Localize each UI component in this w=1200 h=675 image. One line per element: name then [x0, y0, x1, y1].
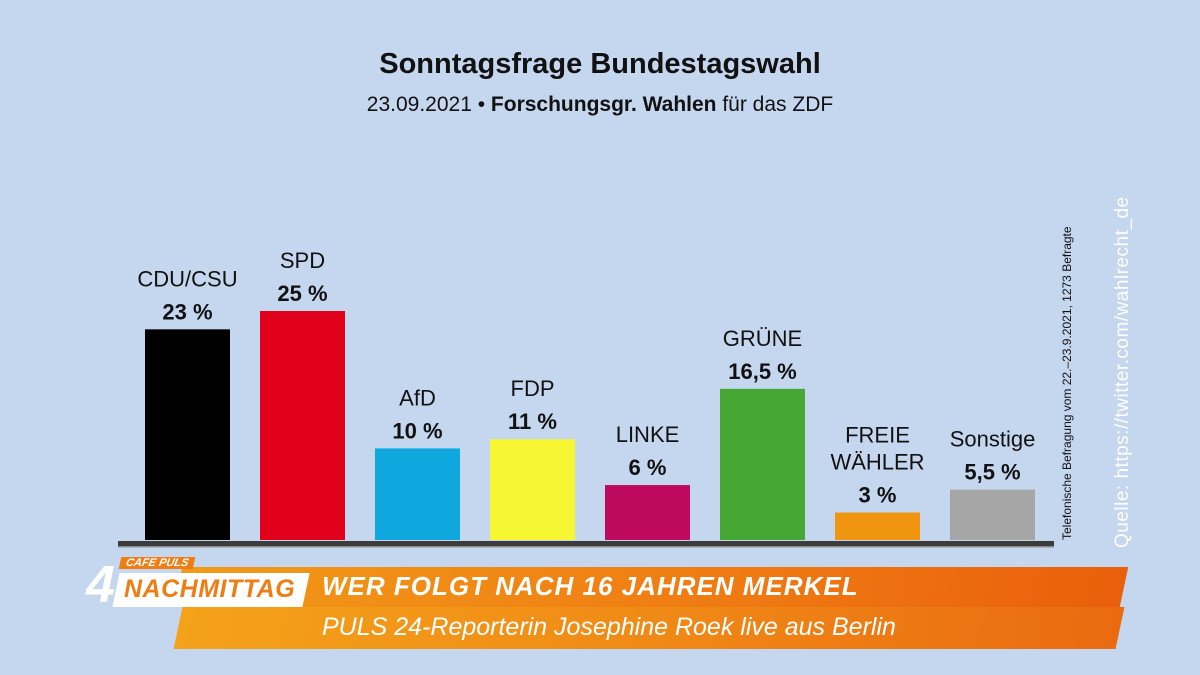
chart-subtitle: 23.09.2021 • Forschungsgr. Wahlen für da…: [0, 93, 1200, 117]
bars-group: [145, 311, 1035, 540]
value-label-sonstige: 5,5 %: [964, 460, 1020, 485]
category-label-sonstige: Sonstige: [950, 427, 1036, 452]
baseline: [118, 541, 1054, 546]
tv-banner: 4 CAFE PULS NACHMITTAG WER FOLGT NACH 16…: [0, 555, 1200, 675]
logo-number: 4: [86, 556, 115, 614]
bar-sonstige: [950, 489, 1035, 540]
chart-title: Sonntagsfrage Bundestagswahl: [379, 48, 821, 80]
category-label-spd: SPD: [280, 248, 325, 273]
value-label-cdu-csu: 23 %: [162, 299, 212, 324]
bar-fdp: [490, 439, 575, 540]
bar-linke: [605, 485, 690, 540]
bar-afd: [375, 448, 460, 540]
subtitle-date: 23.09.2021 •: [366, 93, 486, 116]
logo-main-label: NACHMITTAG: [124, 575, 296, 603]
banner-headline: WER FOLGT NACH 16 JAHREN MERKEL: [322, 571, 859, 601]
subtitle-institute: Forschungsgr. Wahlen: [490, 93, 717, 116]
value-label-afd: 10 %: [392, 418, 442, 443]
bar-spd: [260, 311, 345, 540]
labels-group: 23 % CDU/CSU 25 % SPD 10 % AfD 11 % FDP 6 % LINKE…: [137, 248, 1035, 508]
value-label-spd: 25 %: [277, 281, 327, 306]
survey-note: Telefonische Befragung vom 22.–23.9.2021…: [1060, 226, 1074, 540]
category-label-cdu-csu: CDU/CSU: [137, 266, 237, 291]
value-label-linke: 6 %: [629, 455, 667, 480]
bar-chart: 23 % CDU/CSU 25 % SPD 10 % AfD 11 % FDP 6 % LINKE…: [118, 248, 1054, 548]
category-label-afd: AfD: [399, 385, 436, 410]
baseline-highlight: [118, 546, 1054, 548]
category-label-freie-w-hler-2: WÄHLER: [830, 450, 924, 475]
source-link[interactable]: Quelle: https://twitter.com/wahlrecht_de: [1112, 196, 1133, 548]
banner-subline: PULS 24-Reporterin Josephine Roek live a…: [322, 613, 896, 641]
subtitle-suffix: für das ZDF: [722, 93, 834, 116]
value-label-freie-w-hler: 3 %: [859, 483, 897, 508]
logo-small-label: CAFE PULS: [118, 557, 196, 569]
value-label-gr-ne: 16,5 %: [728, 359, 797, 384]
category-label-gr-ne: GRÜNE: [723, 326, 802, 351]
category-label-fdp: FDP: [511, 376, 555, 401]
bar-freie-w-hler: [835, 512, 920, 540]
bar-cdu-csu: [145, 329, 230, 540]
value-label-fdp: 11 %: [508, 409, 557, 434]
bar-gr-ne: [720, 388, 805, 540]
category-label-linke: LINKE: [616, 422, 680, 447]
category-label-freie-w-hler-1: FREIE: [845, 423, 910, 448]
